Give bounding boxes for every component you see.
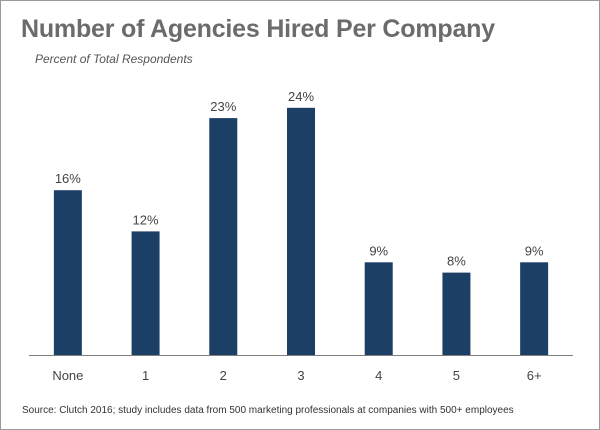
x-tick-label: None [52,368,83,383]
value-label: 12% [133,212,159,227]
bars-layer [53,107,549,355]
x-tick-label: 2 [220,368,227,383]
value-label: 24% [288,89,314,104]
value-label: 8% [447,254,466,269]
bar-6 [520,262,549,355]
x-tick-label: 3 [297,368,304,383]
bar-none [53,190,82,355]
bar-2 [209,118,238,355]
x-tick-label: 6+ [527,368,542,383]
bar-3 [287,107,315,355]
source-note: Source: Clutch 2016; study includes data… [22,405,514,416]
chart-title: Number of Agencies Hired Per Company [21,15,495,43]
bar-1 [131,231,160,355]
value-label: 16% [55,171,81,186]
bar-5 [442,272,471,355]
x-tick-labels-layer: None 1 2 3 4 5 6+ [52,368,541,383]
value-label: 9% [369,243,388,258]
value-label: 9% [525,243,544,258]
x-tick-label: 1 [142,368,149,383]
value-labels-layer: 16% 12% 23% 24% 9% 8% 9% [55,89,544,269]
bar-4 [364,262,393,355]
x-tick-label: 5 [453,368,460,383]
chart-subtitle: Percent of Total Respondents [35,52,193,66]
value-label: 23% [210,99,236,114]
x-tick-label: 4 [375,368,382,383]
